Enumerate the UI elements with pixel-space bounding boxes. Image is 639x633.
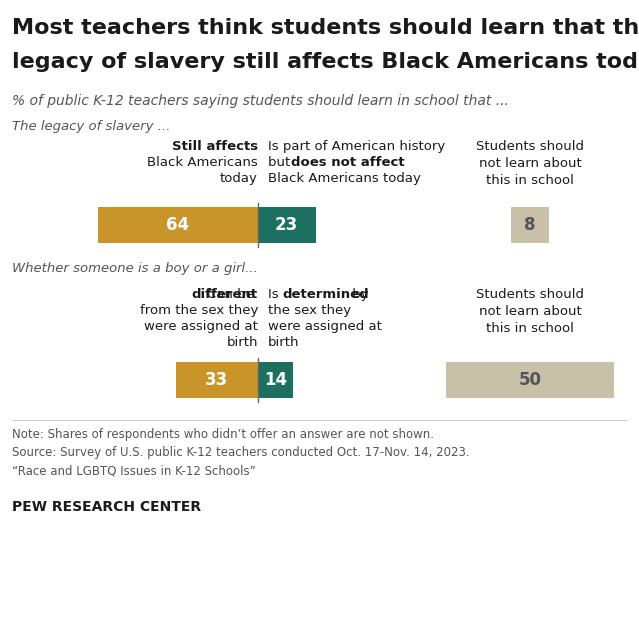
Text: Black Americans: Black Americans bbox=[147, 156, 258, 169]
Bar bbox=[258, 362, 293, 398]
Text: Is part of American history: Is part of American history bbox=[268, 140, 445, 153]
Text: 64: 64 bbox=[166, 216, 190, 234]
Text: PEW RESEARCH CENTER: PEW RESEARCH CENTER bbox=[12, 500, 201, 514]
Text: Is: Is bbox=[268, 288, 283, 301]
Text: were assigned at: were assigned at bbox=[144, 320, 258, 333]
Text: different: different bbox=[192, 288, 258, 301]
Text: birth: birth bbox=[268, 336, 300, 349]
Bar bbox=[258, 207, 316, 243]
Text: the sex they: the sex they bbox=[268, 304, 351, 317]
Text: The legacy of slavery ...: The legacy of slavery ... bbox=[12, 120, 171, 133]
Text: legacy of slavery still affects Black Americans today: legacy of slavery still affects Black Am… bbox=[12, 52, 639, 72]
Text: 50: 50 bbox=[518, 371, 541, 389]
Text: Whether someone is a boy or a girl...: Whether someone is a boy or a girl... bbox=[12, 262, 258, 275]
Text: were assigned at: were assigned at bbox=[268, 320, 382, 333]
Text: 14: 14 bbox=[264, 371, 287, 389]
Text: Note: Shares of respondents who didn’t offer an answer are not shown.
Source: Su: Note: Shares of respondents who didn’t o… bbox=[12, 428, 470, 477]
Bar bbox=[445, 362, 614, 398]
Text: Most teachers think students should learn that the: Most teachers think students should lear… bbox=[12, 18, 639, 38]
Text: Still affects: Still affects bbox=[172, 140, 258, 153]
Bar bbox=[98, 207, 258, 243]
Text: 23: 23 bbox=[275, 216, 298, 234]
Text: from the sex they: from the sex they bbox=[140, 304, 258, 317]
Bar bbox=[511, 207, 549, 243]
Bar bbox=[176, 362, 258, 398]
Text: % of public K-12 teachers saying students should learn in school that ...: % of public K-12 teachers saying student… bbox=[12, 94, 509, 108]
Text: does not affect: does not affect bbox=[291, 156, 404, 169]
Text: Students should
not learn about
this in school: Students should not learn about this in … bbox=[476, 288, 584, 335]
Text: 33: 33 bbox=[205, 371, 228, 389]
Text: Black Americans today: Black Americans today bbox=[268, 172, 421, 185]
Text: Can be: Can be bbox=[207, 288, 258, 301]
Text: Students should
not learn about
this in school: Students should not learn about this in … bbox=[476, 140, 584, 187]
Text: today: today bbox=[220, 172, 258, 185]
Text: birth: birth bbox=[226, 336, 258, 349]
Text: 8: 8 bbox=[524, 216, 535, 234]
Text: determined: determined bbox=[282, 288, 369, 301]
Text: but: but bbox=[268, 156, 295, 169]
Text: by: by bbox=[348, 288, 369, 301]
